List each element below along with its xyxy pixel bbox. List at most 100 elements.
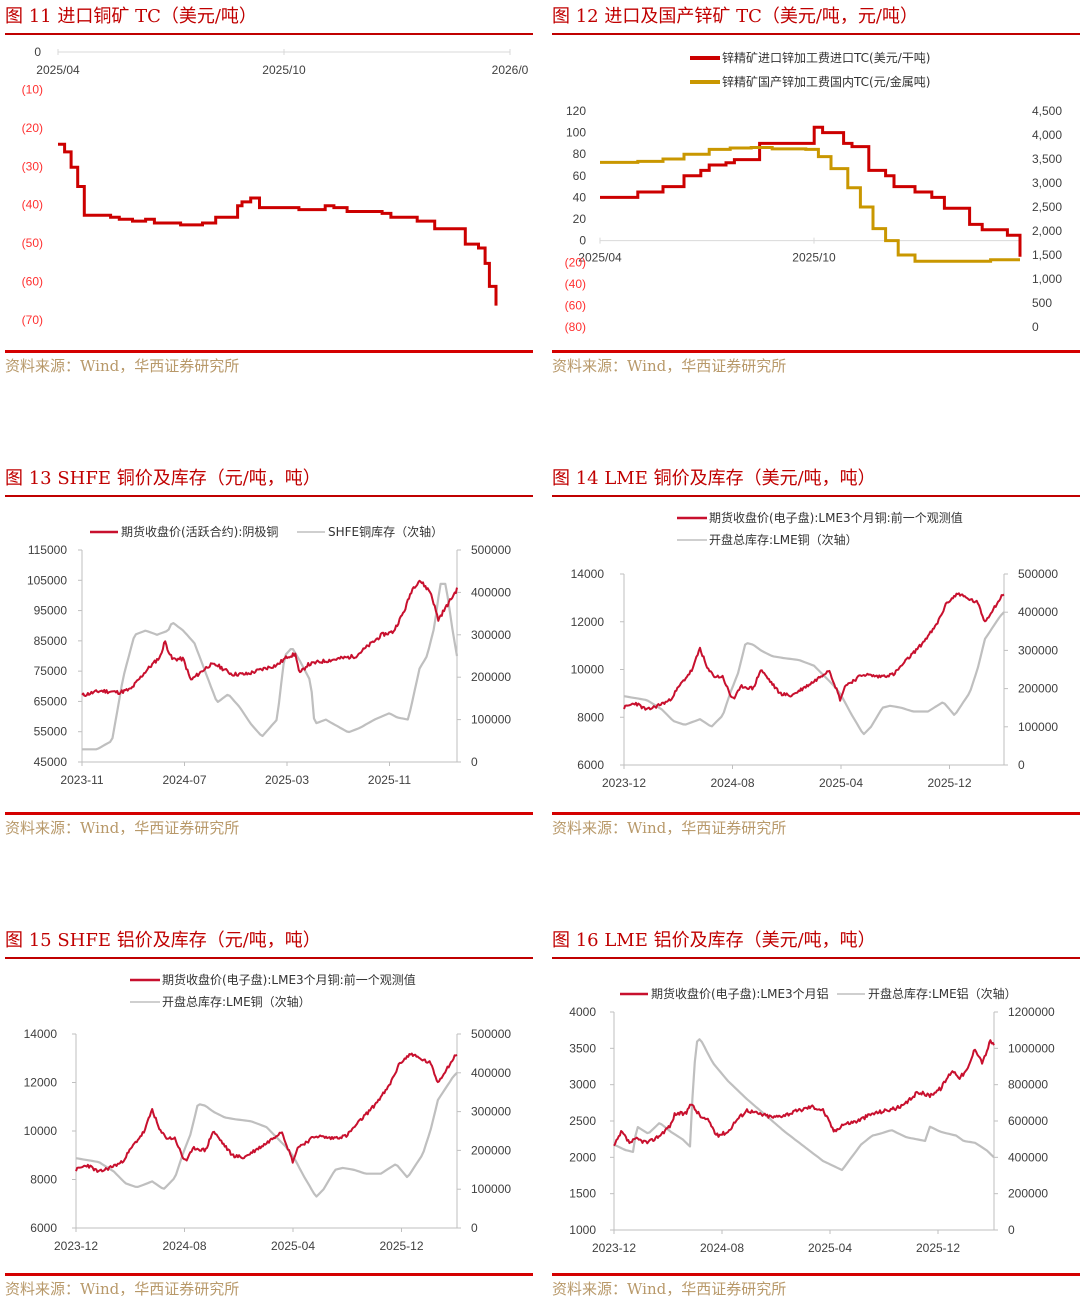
figure-title: 图 14 LME 铜价及库存（美元/吨，吨） [552,468,876,489]
series-line-inventory [623,611,1005,736]
y-right-tick-label: 500000 [1018,567,1058,581]
y-left-tick-label: 1500 [569,1187,596,1201]
y-left-tick-label: 115000 [28,543,67,557]
x-tick-label: 2025-12 [916,1241,960,1255]
y-left-tick-label: 65000 [34,694,68,708]
y-left-tick-label: 40 [573,190,587,204]
y-tick-label: (20) [22,121,43,135]
legend-label: 开盘总库存:LME铝（次轴） [868,986,1017,1001]
y-left-tick-label: 14000 [571,567,605,581]
y-right-tick-label: 200000 [471,1143,511,1157]
legend-label: 期货收盘价(活跃合约):阴极铜 [121,524,278,539]
y-left-tick-label: 2500 [569,1114,596,1128]
y-left-tick-label: 8000 [577,710,604,724]
y-right-tick-label: 400000 [471,1066,511,1080]
y-right-tick-label: 0 [1018,758,1025,772]
y-left-tick-label: 20 [573,212,587,226]
y-right-tick-label: 0 [1008,1223,1015,1237]
x-tick-label: 2025/10 [792,251,836,265]
x-tick-label: 2024-08 [710,776,754,790]
y-left-tick-label: 3500 [569,1041,596,1055]
x-tick-label: 2024-08 [162,1239,206,1253]
y-left-tick-label: (80) [565,320,586,334]
y-right-tick-label: 1,000 [1032,272,1062,286]
y-left-tick-label: 0 [579,234,586,248]
y-tick-label: (10) [22,82,43,96]
x-tick-label: 2023-12 [602,776,646,790]
y-left-tick-label: 6000 [577,758,604,772]
y-tick-label: (30) [22,159,43,173]
y-right-tick-label: 300000 [1018,643,1058,657]
y-left-tick-label: 8000 [30,1173,57,1187]
y-left-tick-label: 80 [573,147,587,161]
y-right-tick-label: 1000000 [1008,1041,1055,1055]
y-tick-label: 0 [34,45,41,59]
y-right-tick-label: 200000 [1008,1187,1048,1201]
legend-label: 锌精矿国产锌加工费国内TC(元/金属吨) [722,74,930,89]
x-tick-label: 2025-12 [927,776,971,790]
y-tick-label: (70) [22,313,43,327]
y-left-tick-label: 100 [566,126,586,140]
y-right-tick-label: 600000 [1008,1114,1048,1128]
figure-title: 图 15 SHFE 铝价及库存（元/吨，吨） [5,930,321,951]
lme-aluminum-chart: 期货收盘价(电子盘):LME3个月铝 开盘总库存:LME铝（次轴） 4000 3500… [569,986,1055,1255]
source-note: 资料来源：Wind，华西证券研究所 [5,1280,240,1298]
copper-tc-chart: 2025/04 2025/10 2026/0 0 (10) (20) (30) (40) (50… [22,45,529,327]
y-right-tick-label: 200000 [1018,682,1058,696]
source-rule [5,350,533,353]
x-tick-label: 2025-04 [819,776,863,790]
source-rule [552,812,1080,815]
source-rule [552,350,1080,353]
x-tick-label: 2025-04 [271,1239,315,1253]
source-rule [552,1273,1080,1276]
series-line-domestic-tc [600,146,1020,263]
figure-title: 图 13 SHFE 铜价及库存（元/吨，吨） [5,468,321,489]
y-left-tick-label: 85000 [34,634,68,648]
y-right-tick-label: 4,000 [1032,128,1062,142]
series-line-price [81,579,458,697]
legend-label: SHFE铜库存（次轴） [328,524,443,539]
series-line-inventory [613,1038,995,1172]
y-left-tick-label: 3000 [569,1078,596,1092]
legend-label: 开盘总库存:LME铜（次轴） [709,532,858,547]
x-tick-label: 2025/10 [262,63,306,77]
x-tick-label: 2023-12 [54,1239,98,1253]
legend-label: 开盘总库存:LME铜（次轴） [162,994,311,1009]
y-right-tick-label: 100000 [1018,720,1058,734]
y-left-tick-label: 10000 [571,663,605,677]
y-left-tick-label: 6000 [30,1221,57,1235]
y-left-tick-label: 12000 [571,615,605,629]
series-line-copper-tc [58,142,498,306]
y-left-tick-label: (60) [565,299,586,313]
series-line-price [75,1052,458,1173]
title-rule [5,957,533,959]
x-tick-label: 2024-08 [700,1241,744,1255]
source-rule [5,812,533,815]
source-note: 资料来源：Wind，华西证券研究所 [5,819,240,837]
figure-title: 图 12 进口及国产锌矿 TC（美元/吨，元/吨） [552,6,918,27]
x-tick-label: 2024-07 [162,773,206,787]
shfe-copper-chart: 期货收盘价(活跃合约):阴极铜 SHFE铜库存（次轴） 115000 105000 95… [27,524,511,787]
title-rule [5,33,533,35]
legend-label: 期货收盘价(电子盘):LME3个月铜:前一个观测值 [709,510,963,525]
y-right-tick-label: 300000 [471,1105,511,1119]
figure-title: 图 16 LME 铝价及库存（美元/吨，吨） [552,930,876,951]
y-right-tick-label: 1,500 [1032,248,1062,262]
x-tick-label: 2026/0 [492,63,529,77]
source-note: 资料来源：Wind，华西证券研究所 [552,357,787,375]
x-tick-label: 2023-12 [592,1241,636,1255]
y-left-tick-label: (40) [565,277,586,291]
y-right-tick-label: 100000 [471,1182,511,1196]
y-left-tick-label: (20) [565,256,586,270]
series-line-price [623,592,1005,711]
y-right-tick-label: 400000 [471,585,511,599]
y-tick-label: (50) [22,236,43,250]
source-note: 资料来源：Wind，华西证券研究所 [5,357,240,375]
y-left-tick-label: 12000 [24,1076,58,1090]
y-right-tick-label: 0 [471,755,478,769]
title-rule [552,957,1080,959]
y-right-tick-label: 300000 [471,628,511,642]
series-line-inventory [82,582,459,751]
